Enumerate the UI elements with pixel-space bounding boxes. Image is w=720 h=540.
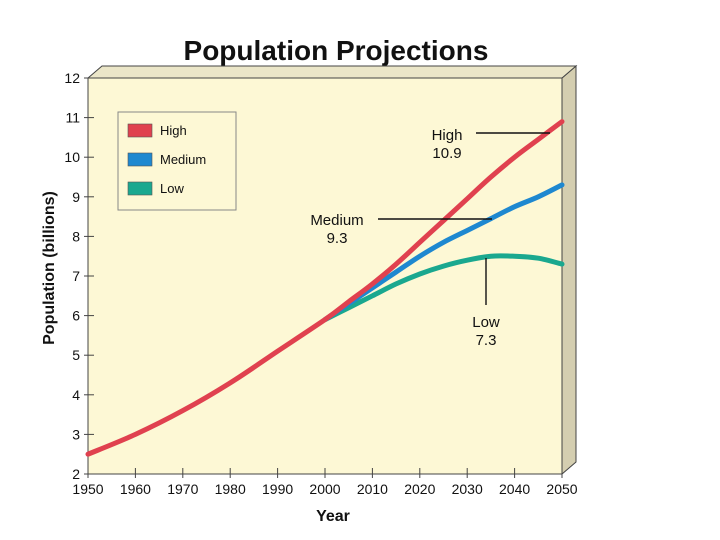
y-tick-label: 6 <box>72 308 80 324</box>
x-tick-label: 1950 <box>72 481 103 497</box>
series-line-medium <box>322 182 565 323</box>
annotation-value-low: 7.3 <box>476 332 497 349</box>
x-tick-label: 1980 <box>215 481 246 497</box>
annotation-value-medium: 9.3 <box>327 230 348 247</box>
y-tick-label: 10 <box>64 149 80 165</box>
x-tick-label: 2000 <box>309 481 340 497</box>
x-tick-label: 2030 <box>452 481 483 497</box>
y-tick-label: 8 <box>72 228 80 244</box>
annotation-value-high: 10.9 <box>432 145 461 162</box>
plot-depth-side <box>561 64 577 476</box>
x-tick-label: 1960 <box>120 481 151 497</box>
annotation-label-high: High <box>432 127 463 144</box>
legend-label-high: High <box>160 123 187 138</box>
series-line-high <box>85 119 565 457</box>
chart-title: Population Projections <box>184 35 489 66</box>
legend-swatch-low <box>127 181 153 196</box>
x-tick-label: 1990 <box>262 481 293 497</box>
y-tick-label: 11 <box>65 110 80 126</box>
y-tick-label: 7 <box>72 268 80 284</box>
x-tick-label: 2010 <box>357 481 388 497</box>
y-tick-label: 9 <box>72 189 80 205</box>
x-axis-title: Year <box>316 508 350 525</box>
legend-swatch-medium <box>127 152 153 167</box>
series-line-low <box>322 253 565 323</box>
legend-label-medium: Medium <box>160 152 206 167</box>
annotation-label-low: Low <box>472 314 500 331</box>
y-tick-label: 4 <box>72 387 80 403</box>
x-axis: 1950 1960 1970 1980 1990 2000 2010 2020 2030 2040… <box>72 468 578 497</box>
chart-legend: High Medium Low <box>117 111 237 211</box>
y-tick-label: 12 <box>64 70 80 86</box>
x-tick-label: 1970 <box>167 481 198 497</box>
series-layer <box>85 119 565 457</box>
y-tick-label: 2 <box>72 466 80 482</box>
x-tick-label: 2020 <box>404 481 435 497</box>
x-tick-label: 2050 <box>546 481 577 497</box>
legend-swatch-high <box>127 123 153 138</box>
y-axis: 2 3 4 5 6 7 8 9 10 11 12 <box>64 70 94 482</box>
y-tick-label: 3 <box>72 426 80 442</box>
plot-depth-top <box>86 65 578 79</box>
y-tick-label: 5 <box>72 347 80 363</box>
x-tick-label: 2040 <box>499 481 530 497</box>
annotation-label-medium: Medium <box>310 212 363 229</box>
y-axis-title: Population (billions) <box>41 191 58 345</box>
legend-label-low: Low <box>160 181 184 196</box>
